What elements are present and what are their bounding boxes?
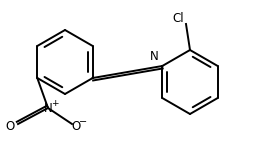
Text: N: N [44,102,52,114]
Text: O: O [5,121,15,133]
Text: N: N [150,50,159,62]
Text: −: − [79,117,87,127]
Text: +: + [51,98,59,107]
Text: O: O [71,121,81,133]
Text: Cl: Cl [172,12,184,24]
